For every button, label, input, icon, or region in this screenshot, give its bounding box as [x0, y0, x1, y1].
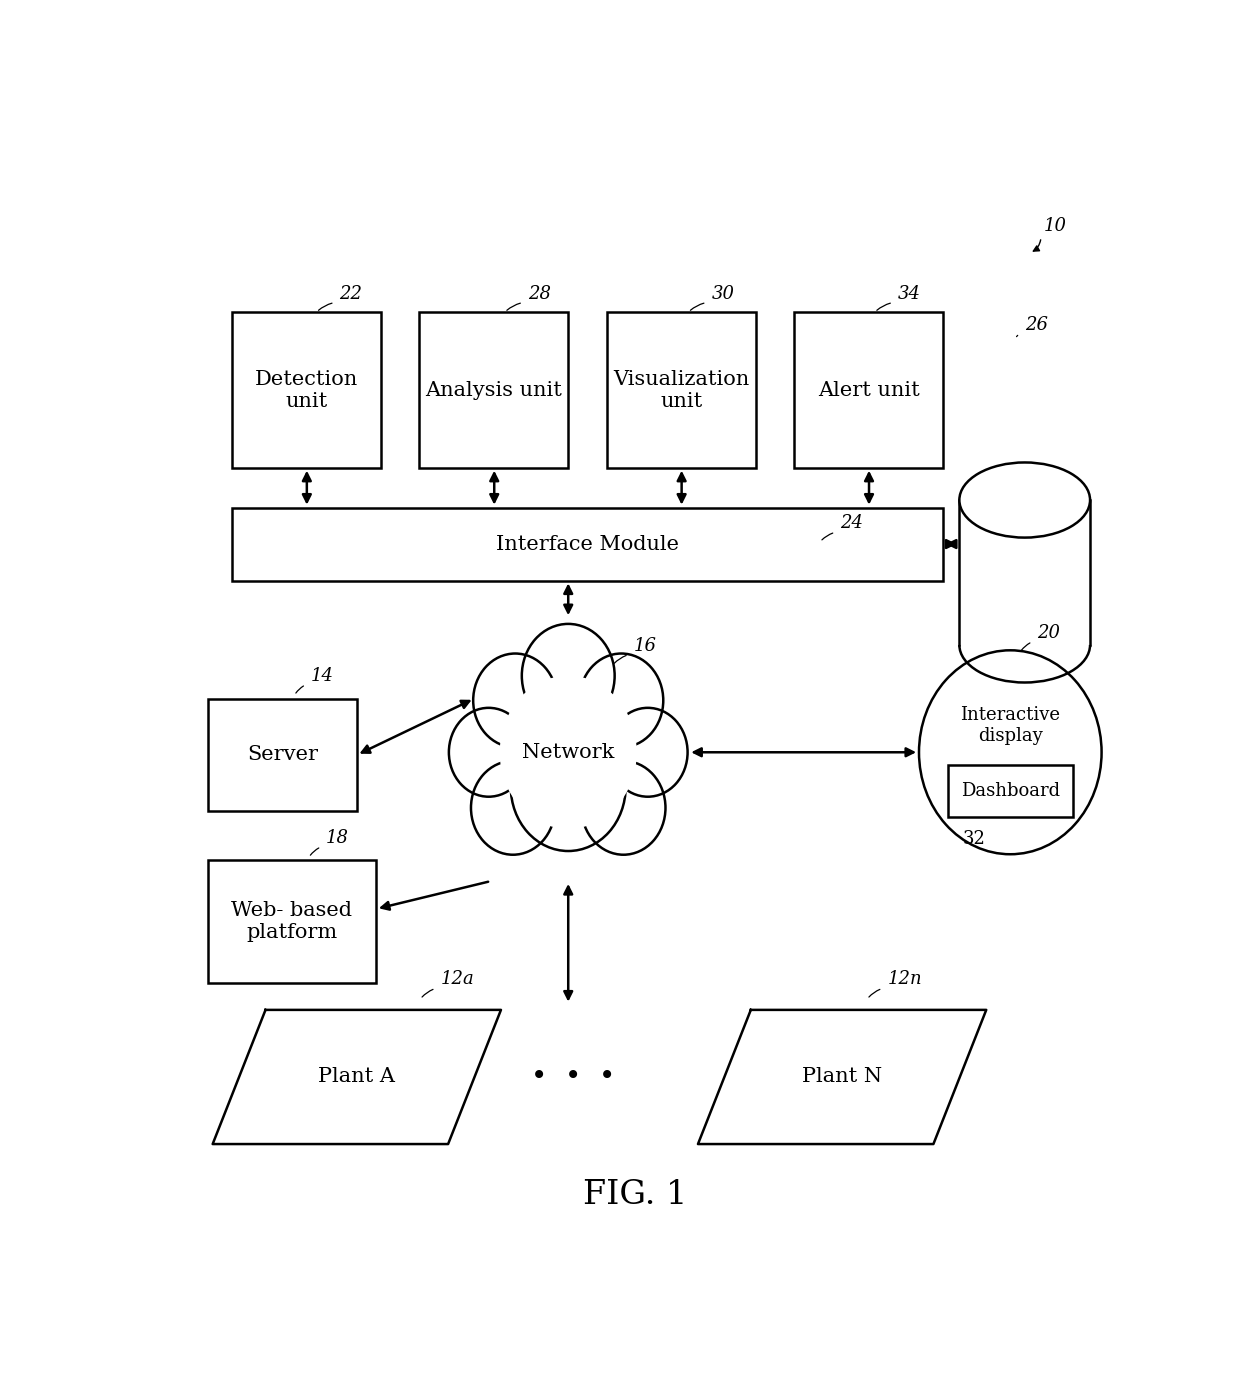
- Text: Interface Module: Interface Module: [496, 534, 680, 553]
- Text: Visualization
unit: Visualization unit: [613, 369, 749, 410]
- Bar: [606, 312, 755, 468]
- Circle shape: [449, 708, 528, 797]
- Bar: [794, 312, 944, 468]
- Text: 28: 28: [528, 284, 551, 302]
- Bar: [232, 312, 381, 468]
- Text: Plant A: Plant A: [319, 1068, 396, 1086]
- Bar: [208, 698, 357, 811]
- Text: Alert unit: Alert unit: [817, 381, 919, 400]
- Text: FIG. 1: FIG. 1: [583, 1178, 688, 1210]
- Text: 22: 22: [340, 284, 362, 302]
- Text: 16: 16: [634, 637, 656, 655]
- Circle shape: [471, 761, 556, 855]
- Circle shape: [511, 722, 626, 850]
- Text: 32: 32: [962, 829, 985, 848]
- Ellipse shape: [919, 650, 1101, 855]
- Bar: [419, 312, 568, 468]
- Text: 14: 14: [311, 666, 334, 684]
- Bar: [232, 507, 942, 580]
- Text: Interactive
display: Interactive display: [960, 705, 1060, 744]
- Text: Server: Server: [247, 746, 317, 764]
- Circle shape: [582, 761, 666, 855]
- Text: 34: 34: [898, 284, 921, 302]
- Circle shape: [474, 654, 557, 747]
- Text: 30: 30: [712, 284, 734, 302]
- Text: Network: Network: [522, 743, 614, 761]
- Text: Detection
unit: Detection unit: [254, 369, 358, 410]
- Circle shape: [579, 654, 663, 747]
- Circle shape: [522, 625, 615, 728]
- Bar: [960, 500, 1090, 645]
- Bar: [208, 860, 376, 983]
- Text: 10: 10: [1044, 217, 1066, 236]
- Text: Analysis unit: Analysis unit: [425, 381, 562, 400]
- Ellipse shape: [960, 463, 1090, 538]
- Text: Dashboard: Dashboard: [961, 782, 1060, 800]
- Polygon shape: [213, 1009, 501, 1144]
- Text: 12n: 12n: [888, 970, 921, 988]
- Text: 20: 20: [1037, 623, 1060, 641]
- Circle shape: [608, 708, 688, 797]
- Text: •  •  •: • • •: [531, 1064, 615, 1092]
- Text: 24: 24: [841, 514, 863, 533]
- Text: 18: 18: [326, 828, 348, 846]
- Text: 26: 26: [1024, 315, 1048, 333]
- Circle shape: [500, 676, 637, 829]
- Polygon shape: [698, 1009, 986, 1144]
- Text: 12a: 12a: [440, 970, 474, 988]
- Bar: [947, 765, 1073, 817]
- Text: Plant N: Plant N: [802, 1068, 882, 1086]
- Text: Web- based
platform: Web- based platform: [232, 901, 352, 942]
